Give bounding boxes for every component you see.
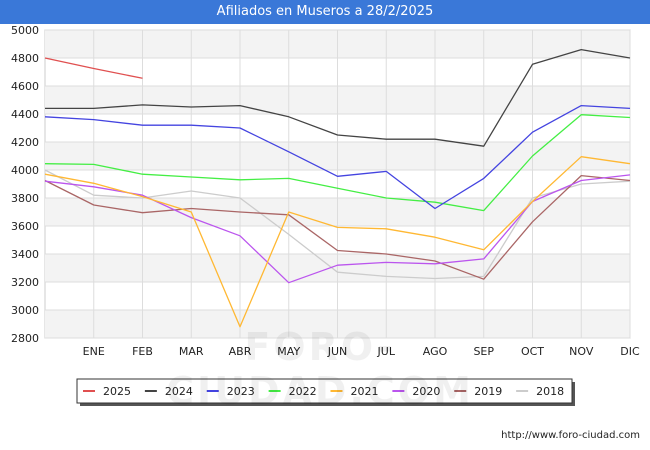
vertical-gridlines: [93, 30, 631, 338]
source-link[interactable]: http://www.foro-ciudad.com: [501, 430, 640, 441]
y-tick-label: 4400: [11, 108, 39, 121]
series-line-2024: [45, 48, 631, 147]
y-tick-label: 3000: [11, 304, 39, 317]
x-tick-label-may: MAY: [277, 345, 300, 358]
legend: 2025 2024 2023 2022 2021 2020 2019 2018: [76, 378, 575, 406]
y-tick-label: 4600: [11, 80, 39, 93]
x-tick-label-jul: JUL: [377, 345, 396, 358]
legend-box: [76, 378, 573, 404]
series-line-2023: [44, 104, 631, 210]
x-tick-label-sep: SEP: [473, 345, 494, 358]
series-line-2022: [44, 114, 631, 212]
legend-label-2023: 2023: [227, 385, 255, 398]
legend-label-2024: 2024: [165, 385, 193, 398]
chart-title: Afiliados en Museros a 28/2/2025: [0, 0, 650, 24]
y-tick-label: 4200: [11, 136, 39, 149]
x-tick-label-jun: JUN: [327, 345, 348, 358]
series-line-2019: [44, 174, 631, 280]
series-line-2018: [44, 169, 631, 280]
y-tick-label: 3400: [11, 248, 39, 261]
y-tick-label: 4800: [11, 52, 39, 65]
legend-label-2025: 2025: [103, 385, 131, 398]
x-tick-label-ago: AGO: [423, 345, 448, 358]
x-tick-label-nov: NOV: [569, 345, 594, 358]
x-tick-label-abr: ABR: [229, 345, 252, 358]
legend-label-2019: 2019: [474, 385, 502, 398]
y-tick-label: 3200: [11, 276, 39, 289]
x-axis: ENE FEB MAR ABR MAY JUN JUL AGO SEP OCT NOV DIC: [83, 345, 640, 358]
series-line-2025: [44, 57, 143, 79]
x-tick-label-dic: DIC: [620, 345, 640, 358]
legend-label-2021: 2021: [351, 385, 379, 398]
legend-label-2020: 2020: [412, 385, 440, 398]
y-tick-label: 2800: [11, 332, 39, 345]
y-axis: 2800 3000 3200 3400 3600 3800 4000 4200 4400 4600…: [11, 24, 39, 345]
x-tick-label-ene: ENE: [83, 345, 105, 358]
y-tick-label: 3800: [11, 192, 39, 205]
series-lines: [44, 48, 631, 328]
x-tick-label-mar: MAR: [179, 345, 204, 358]
y-tick-label: 5000: [11, 24, 39, 37]
y-tick-label: 4000: [11, 164, 39, 177]
x-tick-label-oct: OCT: [521, 345, 544, 358]
y-tick-label: 3600: [11, 220, 39, 233]
legend-label-2022: 2022: [289, 385, 317, 398]
x-tick-label-feb: FEB: [132, 345, 153, 358]
legend-label-2018: 2018: [536, 385, 564, 398]
series-line-2021: [44, 156, 631, 328]
